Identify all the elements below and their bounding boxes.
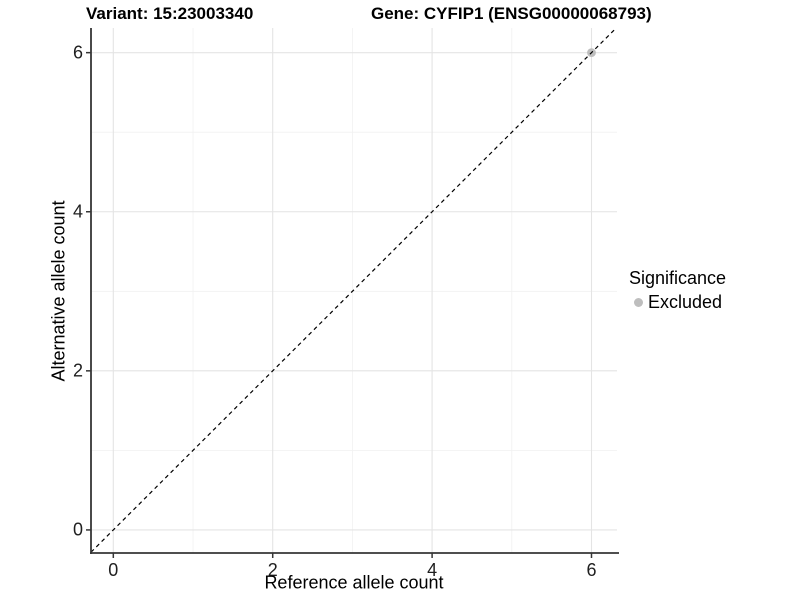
y-tick-label: 0	[72, 519, 83, 540]
excluded-point-icon	[633, 298, 643, 307]
x-tick-label: 6	[586, 560, 597, 580]
identity-dashed-line	[90, 27, 617, 553]
y-axis-title: Alternative allele count	[48, 200, 69, 382]
x-axis-title: Reference allele count	[264, 572, 444, 593]
legend-entry-label: Excluded	[648, 292, 723, 312]
legend-title: Significance	[629, 268, 727, 288]
legend: Significance Excluded	[629, 268, 726, 313]
plot-title-variant: Variant: 15:23003340	[86, 4, 254, 23]
plot-title-gene: Gene: CYFIP1 (ENSG00000068793)	[371, 4, 652, 23]
y-tick-label: 4	[72, 201, 83, 222]
x-tick-label: 4	[427, 560, 438, 580]
y-tick-label: 6	[72, 42, 83, 63]
legend-entry-excluded: Excluded	[629, 292, 726, 313]
legend-key	[629, 294, 647, 312]
x-tick-label: 0	[108, 560, 119, 580]
y-tick-label: 2	[72, 360, 83, 381]
x-tick-label: 2	[267, 560, 278, 580]
